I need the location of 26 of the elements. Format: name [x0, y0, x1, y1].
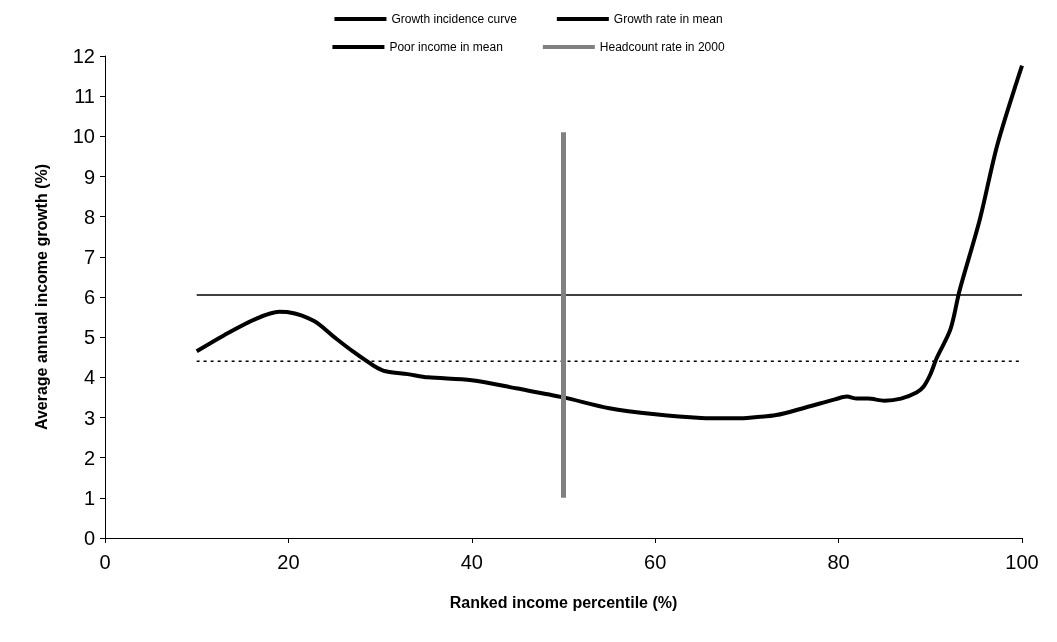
x-axis-title: Ranked income percentile (%) — [449, 593, 678, 611]
y-tick-label: 4 — [83, 366, 95, 389]
legend-label: Growth incidence curve — [391, 12, 518, 26]
y-tick-label: 1 — [83, 486, 95, 509]
y-tick-label: 12 — [72, 45, 95, 67]
y-tick-label: 3 — [83, 406, 95, 429]
x-tick-label: 80 — [827, 551, 850, 573]
line-series — [194, 63, 1024, 421]
y-tick-label: 6 — [83, 286, 95, 308]
x-tick-label: 0 — [99, 551, 111, 573]
y-tick-label: 0 — [83, 527, 95, 549]
x-tick-label: 20 — [277, 551, 300, 573]
x-tick-label: 60 — [644, 551, 667, 573]
y-tick-label: 7 — [83, 245, 95, 268]
y-axis-title: Average annual income growth (%) — [32, 163, 50, 431]
y-tick-label: 2 — [83, 446, 95, 469]
y-tick-label: 10 — [72, 125, 95, 148]
legend-label: Growth rate in mean — [613, 12, 723, 26]
legend-label: Headcount rate in 2000 — [599, 40, 725, 54]
y-tick-label: 11 — [74, 85, 95, 108]
y-tick-label: 5 — [83, 326, 95, 349]
legend-label: Poor income in mean — [389, 40, 503, 54]
y-tick-label: 9 — [83, 165, 95, 188]
y-tick-label: 8 — [83, 205, 95, 228]
x-tick-label: 100 — [1005, 551, 1039, 573]
x-tick-label: 40 — [460, 551, 483, 573]
